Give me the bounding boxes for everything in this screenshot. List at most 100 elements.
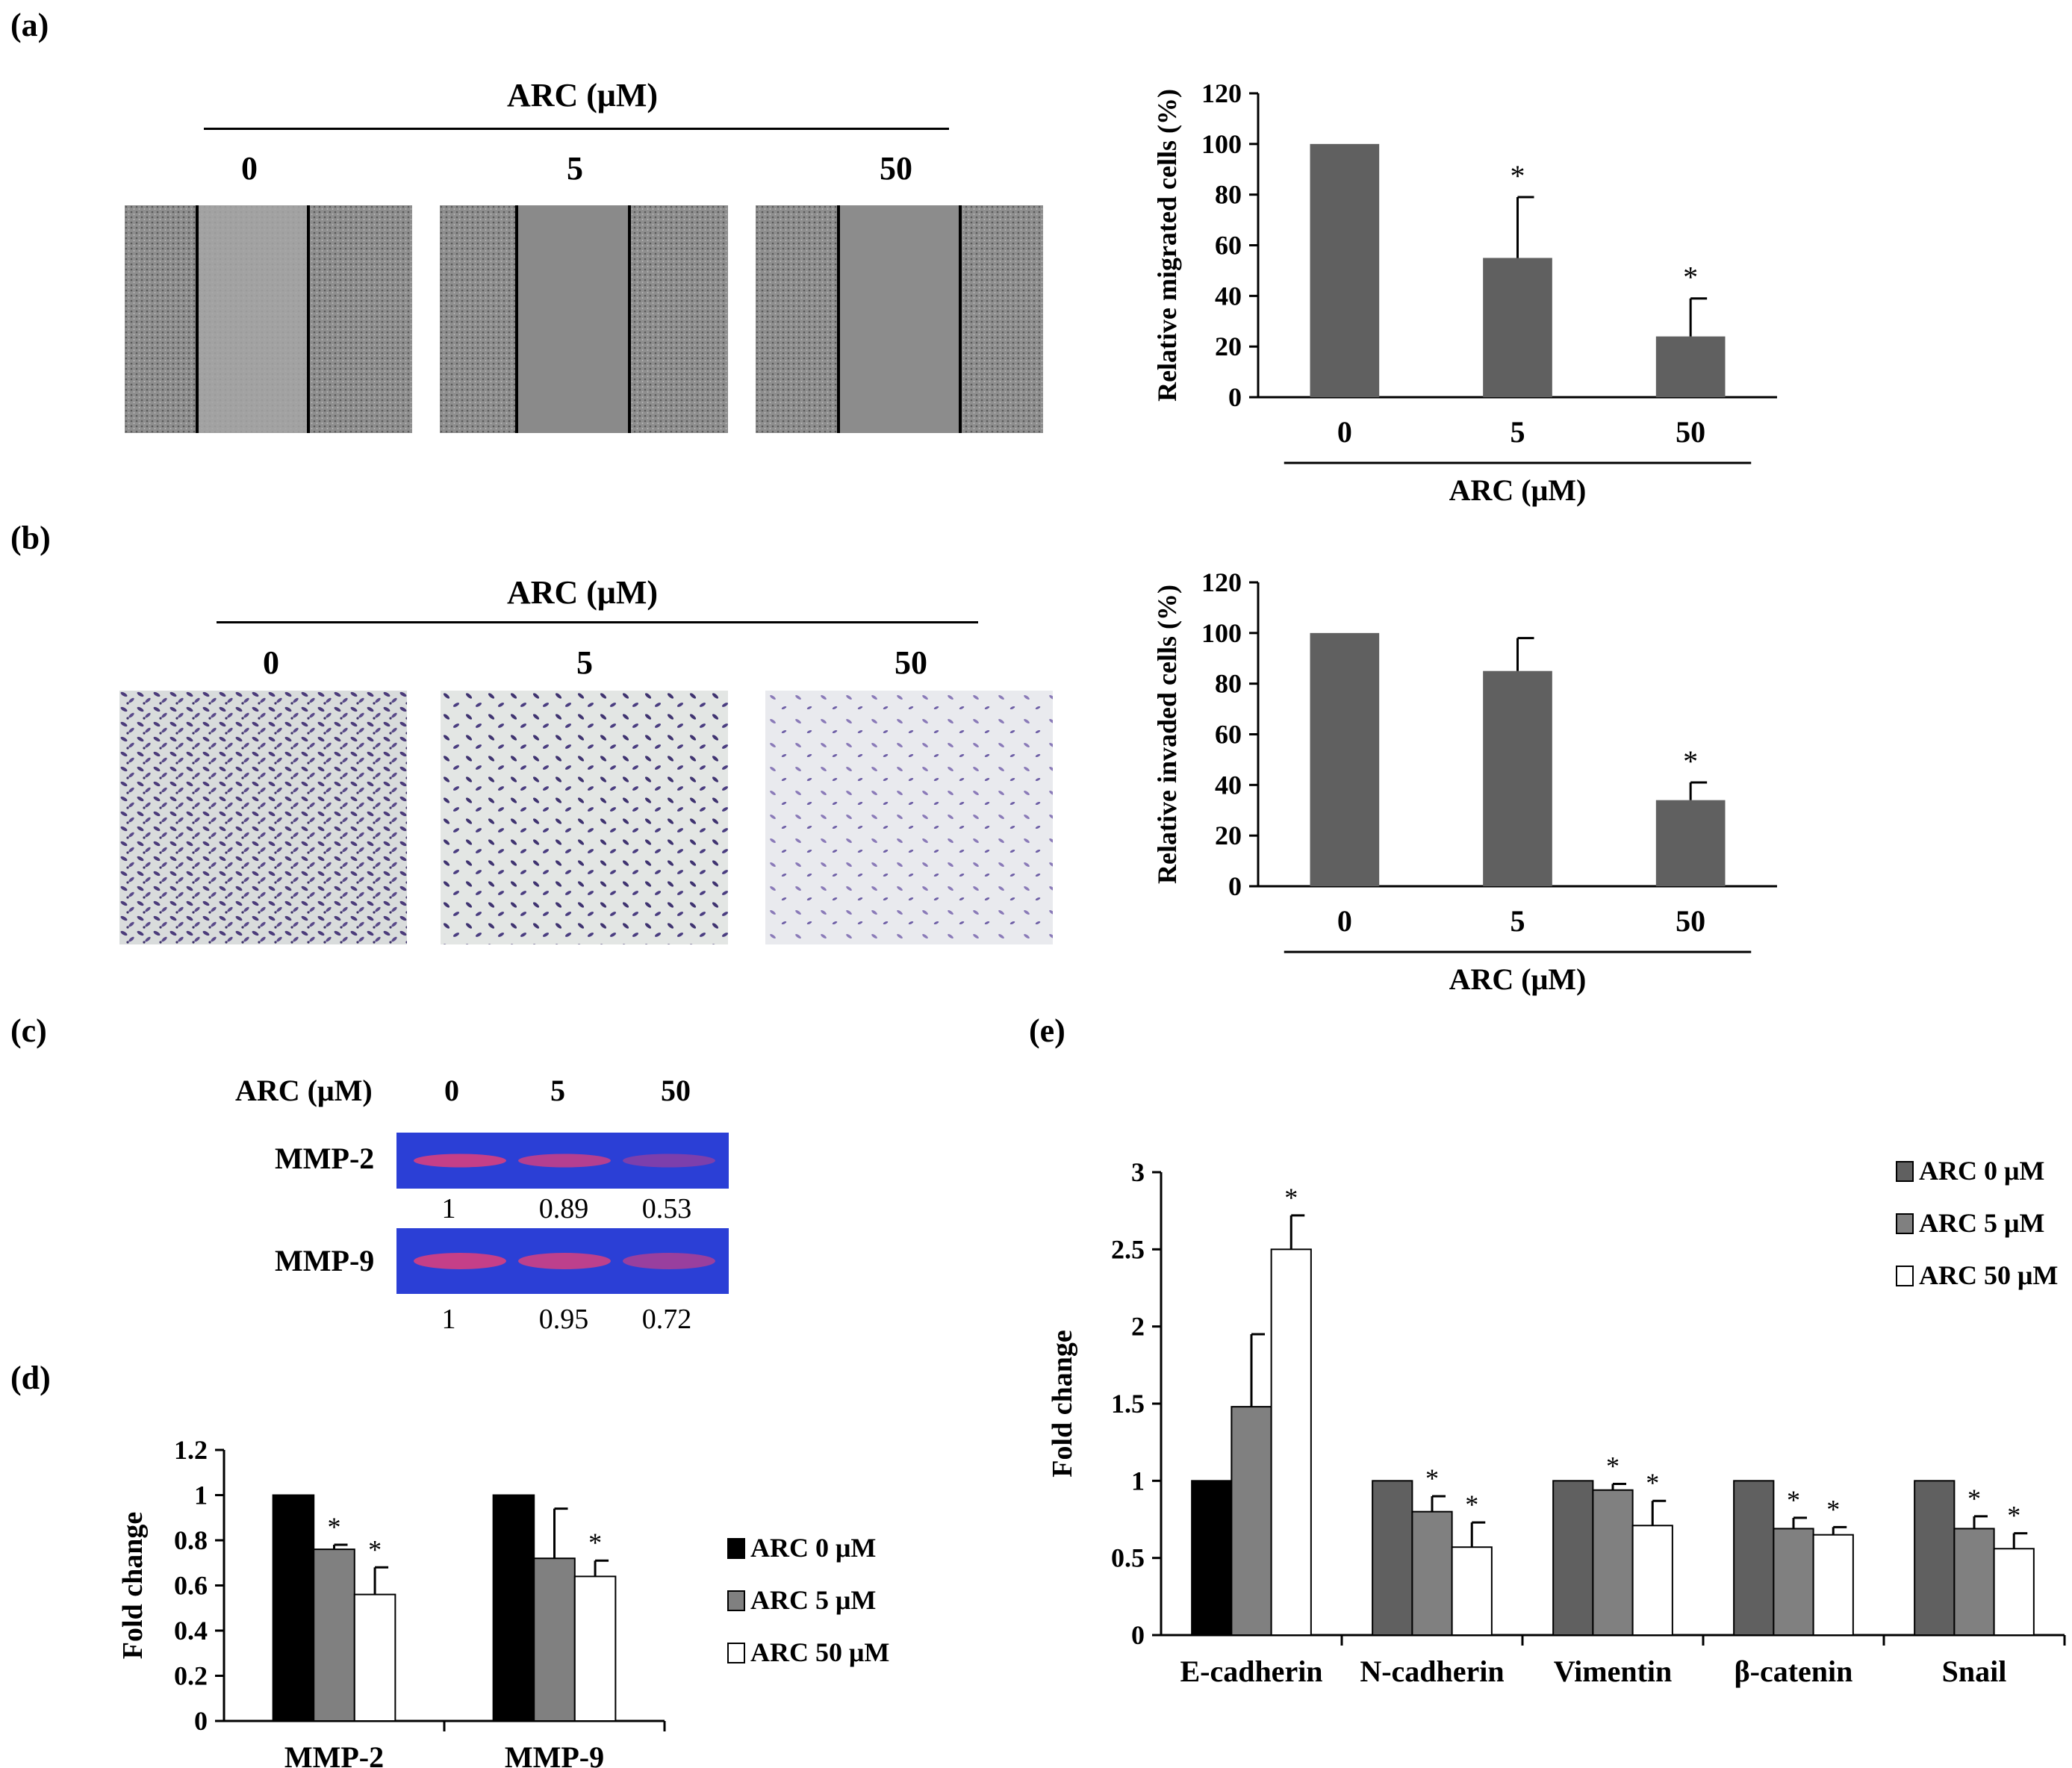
gel-value-mmp2-5: 0.89 [538,1193,589,1224]
bar [1483,670,1552,886]
bar [492,1494,535,1722]
bar [1655,336,1726,397]
legend-swatch [1896,1213,1914,1234]
bar [1483,258,1552,397]
significance-star: * [1967,1484,1981,1513]
legend-label: ARC 5 μM [1919,1208,2044,1238]
panel-label-a: (a) [10,7,49,43]
bar [1310,143,1380,397]
legend-label: ARC 50 μM [1919,1260,2058,1290]
y-tick-label: 80 [1215,669,1242,699]
b-conc-5: 5 [576,644,593,681]
significance-star: * [1465,1490,1478,1519]
y-tick-label: 2 [1131,1312,1145,1342]
bar [1231,1406,1272,1636]
invasion-image-5 [441,691,728,944]
chart-a: 0 20 40 60 80 100 120 0 * 5 * 50 ARC (μM) Relative mi… [1152,78,1777,507]
x-tick-label: 50 [1676,415,1705,449]
bar [1411,1510,1453,1636]
a-conc-0: 0 [241,150,258,187]
bar [1631,1525,1673,1636]
legend-swatch [1896,1161,1914,1182]
bar [1953,1528,1995,1636]
y-tick-label: 100 [1201,618,1242,648]
b-conc-0: 0 [263,644,279,681]
gel-band [414,1154,506,1168]
gel-value-mmp2-0: 1 [441,1193,456,1224]
y-axis-label: Relative invaded cells (%) [1152,585,1182,884]
x-axis-label: ARC (μM) [1449,473,1587,507]
gel-band [518,1253,611,1269]
y-axis-label: Fold change [117,1512,149,1659]
gel-value-mmp9-5: 0.95 [538,1304,589,1335]
a-header-label: ARC (μM) [506,77,659,113]
bar [1812,1534,1854,1637]
y-tick-label: 40 [1215,281,1242,311]
significance-star: * [1284,1183,1298,1213]
y-tick-label: 80 [1215,180,1242,210]
panel-label-d: (d) [10,1360,51,1396]
significance-star: * [368,1534,382,1564]
bar [353,1593,396,1722]
gel-lane-0: 0 [444,1074,459,1107]
wound-image-50 [756,205,1043,433]
bar [1592,1489,1634,1636]
gel-row-label-mmp9: MMP-9 [275,1244,375,1277]
legend-label: ARC 5 μM [750,1585,876,1615]
gel-value-mmp9-0: 1 [441,1304,456,1335]
significance-star: * [1425,1463,1439,1493]
significance-star: * [1787,1485,1800,1515]
y-tick-label: 1.5 [1111,1389,1145,1419]
gel-band [518,1154,611,1168]
significance-star: * [1606,1451,1620,1481]
b-header-label: ARC (μM) [506,574,659,611]
y-tick-label: 0.8 [174,1525,208,1555]
x-tick-label: Vimentin [1554,1655,1673,1688]
x-tick-label: 0 [1337,904,1352,938]
significance-star: * [1826,1494,1840,1524]
bar [1773,1528,1814,1636]
bar [313,1548,355,1722]
legend-swatch [1896,1266,1914,1286]
chart-b: 0 20 40 60 80 100 120 0 5 * 50 ARC (μM) Relative inv… [1152,567,1777,996]
gel-row-label-mmp2: MMP-2 [275,1142,375,1175]
wound-image-0 [125,205,412,433]
bar [1552,1480,1594,1637]
bar [1372,1480,1413,1637]
bar [272,1494,315,1722]
bar [1310,632,1380,886]
a-header-line [204,128,949,130]
gel-band [414,1253,506,1269]
panel-label-b: (b) [10,520,51,556]
significance-star: * [588,1528,602,1557]
invasion-image-50 [765,691,1053,944]
x-tick-label: β-catenin [1735,1655,1853,1688]
y-tick-label: 20 [1215,332,1242,361]
y-tick-label: 60 [1215,720,1242,750]
significance-star: * [2007,1501,2020,1531]
x-tick-label: 5 [1511,415,1525,449]
gel-strip-mmp9 [396,1228,729,1294]
significance-star: * [1683,744,1698,778]
bar [1451,1546,1493,1637]
bar [1914,1480,1956,1637]
wound-image-5 [440,205,728,433]
panel-label-e: (e) [1029,1012,1065,1049]
x-tick-label: N-cadherin [1360,1655,1504,1688]
legend-label: ARC 50 μM [750,1637,889,1667]
invasion-image-0 [119,691,407,944]
y-tick-label: 0.2 [174,1661,208,1691]
gel-strip-mmp2 [396,1133,729,1189]
y-tick-label: 0 [194,1706,208,1736]
bar [1655,800,1726,886]
x-tick-label: 0 [1337,415,1352,449]
y-tick-label: 120 [1201,78,1242,108]
y-axis-label: Relative migrated cells (%) [1152,89,1182,402]
gel-band [623,1253,715,1269]
legend-label: ARC 0 μM [750,1533,876,1563]
y-tick-label: 1 [1131,1466,1145,1495]
bar [1191,1480,1233,1637]
legend-swatch [727,1643,745,1663]
y-tick-label: 0 [1228,382,1242,412]
